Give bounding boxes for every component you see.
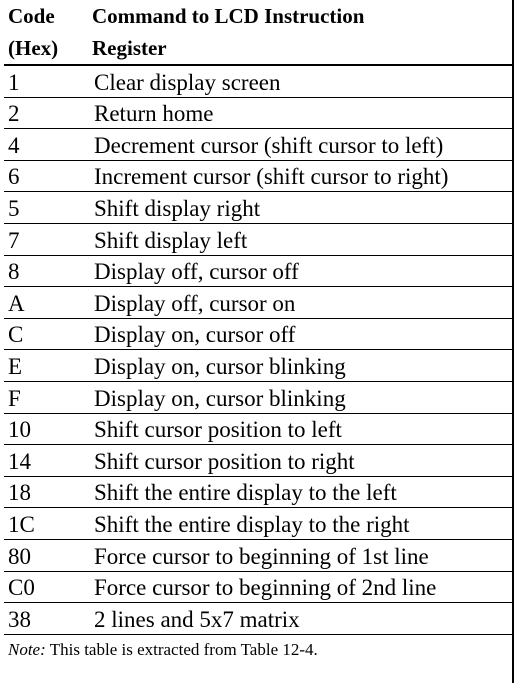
command-cell: Shift cursor position to right xyxy=(88,444,514,477)
command-cell: Display on, cursor blinking xyxy=(88,349,514,382)
table-row: A Display off, cursor on xyxy=(4,286,514,319)
code-cell: 2 xyxy=(4,97,88,130)
table-note: Note: This table is extracted from Table… xyxy=(4,634,514,665)
table-body: 1 Clear display screen 2 Return home 4 Decr… xyxy=(4,65,514,665)
table-row: 5 Shift display right xyxy=(4,191,514,224)
table-row: C Display on, cursor off xyxy=(4,318,514,351)
code-cell: 38 xyxy=(4,602,88,635)
header-row-1: Code Command to LCD Instruction xyxy=(4,0,514,32)
table-header: Code Command to LCD Instruction (Hex) Re… xyxy=(4,0,514,66)
table-row: C0 Force cursor to beginning of 2nd line xyxy=(4,571,514,604)
table-row: 8 Display off, cursor off xyxy=(4,255,514,288)
header-code: Code xyxy=(8,3,55,28)
table-row: E Display on, cursor blinking xyxy=(4,349,514,382)
command-cell: 2 lines and 5x7 matrix xyxy=(88,602,514,635)
command-cell: Clear display screen xyxy=(88,65,514,98)
command-cell: Shift the entire display to the left xyxy=(88,476,514,509)
command-cell: Display on, cursor blinking xyxy=(88,381,514,414)
note-label: Note: xyxy=(8,639,46,659)
lcd-command-table-container: Code Command to LCD Instruction (Hex) Re… xyxy=(4,0,514,683)
table-row: 18 Shift the entire display to the left xyxy=(4,476,514,509)
command-cell: Display off, cursor on xyxy=(88,286,514,319)
table-row: 10 Shift cursor position to left xyxy=(4,413,514,446)
code-cell: 4 xyxy=(4,128,88,161)
table-row: 80 Force cursor to beginning of 1st line xyxy=(4,539,514,572)
command-cell: Return home xyxy=(88,97,514,130)
table-row: 1C Shift the entire display to the right xyxy=(4,507,514,540)
code-cell: 6 xyxy=(4,160,88,193)
right-border-rule xyxy=(512,0,514,683)
command-cell: Shift display left xyxy=(88,223,514,256)
table-row: 38 2 lines and 5x7 matrix xyxy=(4,602,514,635)
code-cell: 14 xyxy=(4,444,88,477)
command-cell: Force cursor to beginning of 1st line xyxy=(88,539,514,572)
command-cell: Shift the entire display to the right xyxy=(88,507,514,540)
command-cell: Display off, cursor off xyxy=(88,255,514,288)
code-cell: 7 xyxy=(4,223,88,256)
code-cell: 18 xyxy=(4,476,88,509)
code-cell: A xyxy=(4,286,88,319)
table-row: 4 Decrement cursor (shift cursor to left) xyxy=(4,128,514,161)
table-row: F Display on, cursor blinking xyxy=(4,381,514,414)
code-cell: 1 xyxy=(4,65,88,98)
table-note-row: Note: This table is extracted from Table… xyxy=(4,634,514,665)
command-cell: Display on, cursor off xyxy=(88,318,514,351)
header-row-2: (Hex) Register xyxy=(4,32,514,66)
code-cell: C0 xyxy=(4,571,88,604)
table-row: 6 Increment cursor (shift cursor to right… xyxy=(4,160,514,193)
table-row: 14 Shift cursor position to right xyxy=(4,444,514,477)
table-row: 7 Shift display left xyxy=(4,223,514,256)
command-cell: Shift cursor position to left xyxy=(88,413,514,446)
code-cell: 8 xyxy=(4,255,88,288)
header-command: Command to LCD Instruction xyxy=(92,3,365,28)
command-cell: Increment cursor (shift cursor to right) xyxy=(88,160,514,193)
command-cell: Force cursor to beginning of 2nd line xyxy=(88,571,514,604)
code-cell: C xyxy=(4,318,88,351)
code-cell: 5 xyxy=(4,191,88,224)
table-row: 1 Clear display screen xyxy=(4,65,514,98)
code-cell: 1C xyxy=(4,507,88,540)
code-cell: F xyxy=(4,381,88,414)
lcd-command-table: Code Command to LCD Instruction (Hex) Re… xyxy=(4,0,514,665)
command-cell: Shift display right xyxy=(88,191,514,224)
code-cell: 10 xyxy=(4,413,88,446)
command-cell: Decrement cursor (shift cursor to left) xyxy=(88,128,514,161)
code-cell: E xyxy=(4,349,88,382)
note-text: This table is extracted from Table 12-4. xyxy=(49,639,318,659)
header-code-hex: (Hex) xyxy=(4,32,88,66)
code-cell: 80 xyxy=(4,539,88,572)
table-row: 2 Return home xyxy=(4,97,514,130)
header-command-register: Register xyxy=(88,32,514,66)
